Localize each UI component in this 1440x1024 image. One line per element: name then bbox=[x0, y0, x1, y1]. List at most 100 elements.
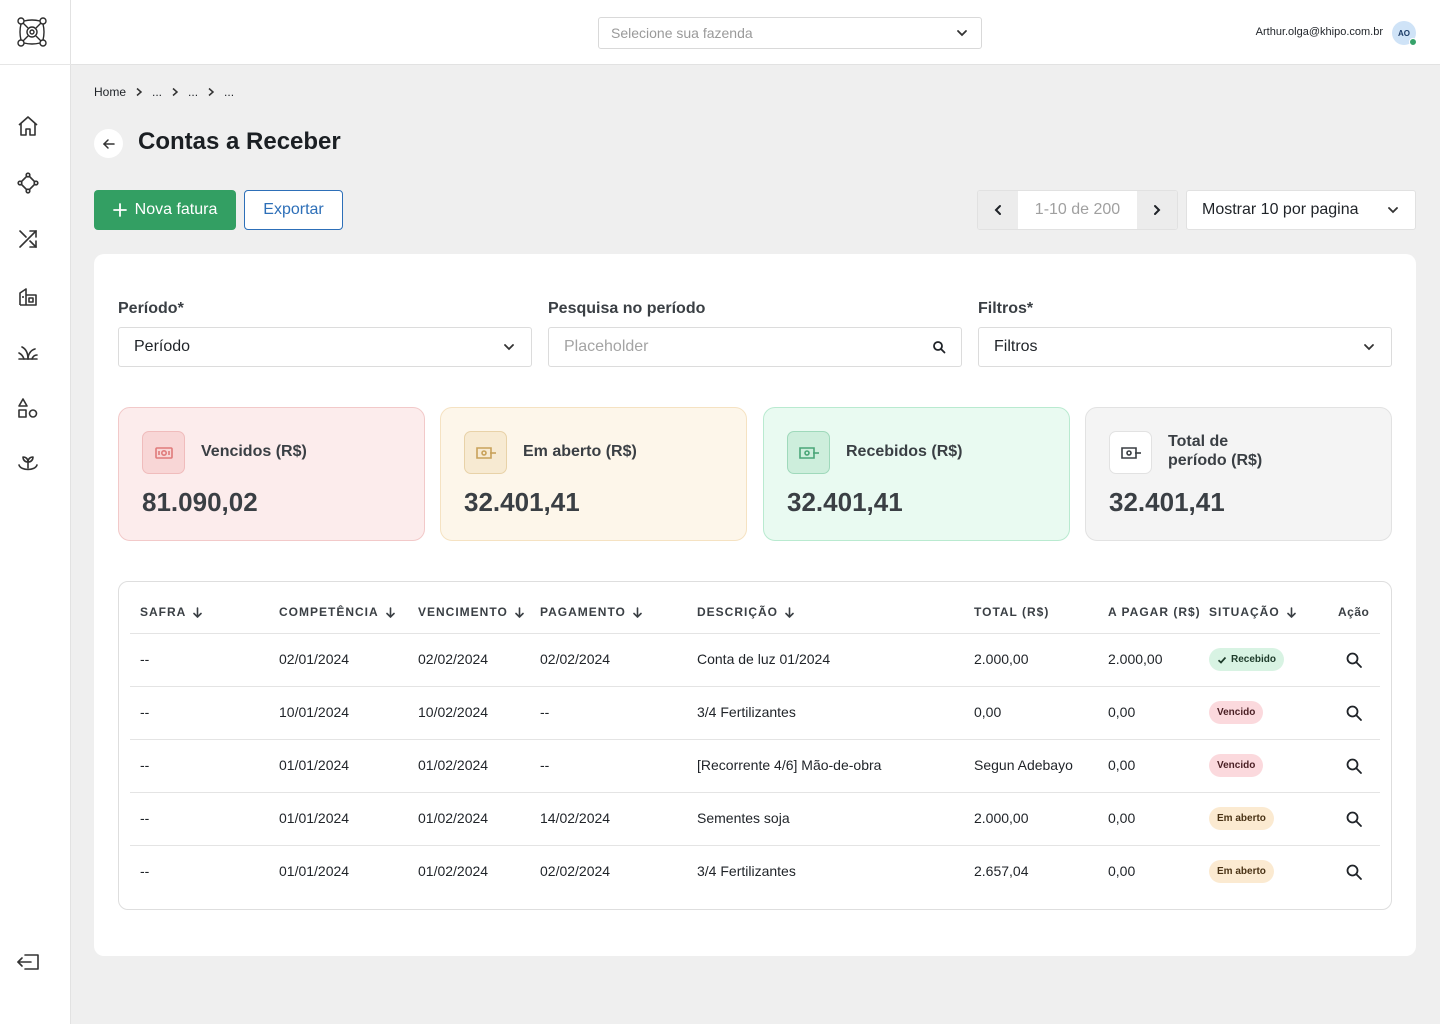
card-value: 32.401,41 bbox=[787, 487, 903, 517]
card-received: Recebidos (R$) 32.401,41 bbox=[763, 407, 1070, 541]
nav-sustainability[interactable] bbox=[14, 450, 42, 478]
arrow-left-icon bbox=[102, 138, 115, 149]
cell-safra: -- bbox=[140, 651, 150, 667]
row-divider bbox=[130, 686, 1380, 687]
cell-a-pagar: 2.000,00 bbox=[1108, 651, 1163, 667]
view-row-button[interactable] bbox=[1344, 809, 1364, 829]
cell-vencimento: 01/02/2024 bbox=[418, 810, 489, 826]
search-icon bbox=[1346, 811, 1362, 827]
cell-safra: -- bbox=[140, 810, 150, 826]
column-header-pagamento[interactable]: PAGAMENTO bbox=[540, 605, 643, 619]
column-header-situacao[interactable]: SITUAÇÃO bbox=[1209, 605, 1297, 619]
column-header-total[interactable]: TOTAL (R$) bbox=[974, 605, 1049, 619]
column-label: TOTAL (R$) bbox=[974, 605, 1050, 619]
sidebar bbox=[0, 0, 71, 1024]
view-row-button[interactable] bbox=[1344, 650, 1364, 670]
search-icon bbox=[933, 341, 946, 354]
online-status-dot bbox=[1409, 38, 1417, 46]
filters-select-value: Filtros bbox=[994, 338, 1038, 355]
cell-vencimento: 01/02/2024 bbox=[418, 863, 489, 879]
arrow-down-icon bbox=[514, 606, 524, 618]
chevron-right-icon bbox=[1154, 205, 1161, 215]
arrow-down-icon bbox=[633, 606, 642, 618]
row-divider bbox=[130, 739, 1380, 740]
breadcrumb-item[interactable]: ... bbox=[224, 85, 235, 99]
column-header-a-pagar[interactable]: A PAGAR (R$) bbox=[1108, 605, 1201, 619]
column-label: VENCIMENTO bbox=[418, 605, 508, 619]
chevron-right-icon bbox=[136, 87, 143, 97]
column-header-competencia[interactable]: COMPETÊNCIA bbox=[279, 605, 396, 619]
cell-pagamento: 14/02/2024 bbox=[540, 810, 611, 826]
shapes-icon bbox=[18, 398, 38, 418]
cell-a-pagar: 0,00 bbox=[1108, 704, 1136, 720]
view-row-button[interactable] bbox=[1344, 756, 1364, 776]
chevron-down-icon bbox=[957, 30, 967, 37]
breadcrumb-home[interactable]: Home bbox=[94, 85, 127, 99]
view-row-button[interactable] bbox=[1344, 703, 1364, 723]
breadcrumb-item[interactable]: ... bbox=[188, 85, 199, 99]
status-badge-label: Vencido bbox=[1217, 707, 1256, 718]
card-value: 32.401,41 bbox=[464, 487, 580, 517]
nav-farm[interactable] bbox=[14, 282, 42, 310]
status-badge-label: Em aberto bbox=[1217, 813, 1266, 824]
status-badge: Vencido bbox=[1209, 701, 1264, 724]
filters-label: Filtros* bbox=[978, 300, 1034, 317]
nav-inventory[interactable] bbox=[14, 394, 42, 422]
chevron-down-icon bbox=[1388, 207, 1398, 214]
card-label-line: Total de bbox=[1168, 433, 1229, 450]
app-logo[interactable] bbox=[15, 15, 49, 49]
column-header-vencimento[interactable]: VENCIMENTO bbox=[418, 605, 525, 619]
new-invoice-label: Nova fatura bbox=[134, 201, 218, 218]
cell-a-pagar: 0,00 bbox=[1108, 757, 1136, 773]
column-header-descricao[interactable]: DESCRIÇÃO bbox=[697, 605, 795, 619]
nav-network[interactable] bbox=[14, 169, 42, 197]
next-page-button[interactable] bbox=[1137, 191, 1177, 229]
cash-icon bbox=[464, 431, 507, 474]
new-invoice-button[interactable]: Nova fatura bbox=[94, 190, 236, 230]
cell-pagamento: 02/02/2024 bbox=[540, 863, 611, 879]
column-label: SITUAÇÃO bbox=[1209, 605, 1280, 619]
nav-crops[interactable] bbox=[14, 338, 42, 366]
status-badge: Recebido bbox=[1209, 648, 1285, 671]
cell-competencia: 10/01/2024 bbox=[279, 704, 350, 720]
cell-competencia: 01/01/2024 bbox=[279, 863, 350, 879]
cell-a-pagar: 0,00 bbox=[1108, 863, 1136, 879]
view-row-button[interactable] bbox=[1344, 862, 1364, 882]
cell-vencimento: 02/02/2024 bbox=[418, 651, 489, 667]
back-button[interactable] bbox=[94, 129, 123, 158]
column-label: A PAGAR (R$) bbox=[1108, 605, 1201, 619]
column-header-safra[interactable]: SAFRA bbox=[140, 605, 203, 619]
cell-total: 2.000,00 bbox=[974, 651, 1029, 667]
status-badge-label: Vencido bbox=[1217, 760, 1256, 771]
sidebar-divider bbox=[0, 64, 71, 65]
export-button[interactable]: Exportar bbox=[244, 190, 343, 230]
cell-vencimento: 10/02/2024 bbox=[418, 704, 489, 720]
chevron-down-icon bbox=[1364, 344, 1374, 351]
breadcrumb-item[interactable]: ... bbox=[152, 85, 163, 99]
nav-home[interactable] bbox=[14, 112, 42, 140]
period-select[interactable]: Período bbox=[118, 327, 532, 367]
per-page-select[interactable]: Mostrar 10 por pagina bbox=[1186, 190, 1416, 230]
avatar[interactable]: AO bbox=[1392, 21, 1417, 46]
breadcrumb: Home ... ... ... bbox=[94, 85, 234, 99]
card-value: 81.090,02 bbox=[142, 487, 258, 517]
cell-competencia: 02/01/2024 bbox=[279, 651, 350, 667]
search-input[interactable]: Placeholder bbox=[548, 327, 962, 367]
card-open: Em aberto (R$) 32.401,41 bbox=[440, 407, 747, 541]
nav-transactions[interactable] bbox=[14, 225, 42, 253]
nav-logout[interactable] bbox=[14, 948, 42, 976]
farm-select-placeholder: Selecione sua fazenda bbox=[611, 25, 753, 41]
cell-vencimento: 01/02/2024 bbox=[418, 757, 489, 773]
status-badge: Em aberto bbox=[1209, 860, 1274, 883]
column-label: DESCRIÇÃO bbox=[697, 605, 779, 619]
farm-select[interactable]: Selecione sua fazenda bbox=[598, 17, 982, 49]
cash-icon bbox=[787, 431, 830, 474]
column-label: Ação bbox=[1338, 605, 1370, 619]
export-label: Exportar bbox=[263, 201, 324, 218]
top-header: Selecione sua fazenda Arthur.olga@khipo.… bbox=[71, 0, 1440, 65]
prev-page-button[interactable] bbox=[978, 191, 1018, 229]
period-label: Período* bbox=[118, 300, 184, 317]
filters-select[interactable]: Filtros bbox=[978, 327, 1392, 367]
cell-safra: -- bbox=[140, 757, 150, 773]
check-icon bbox=[1217, 656, 1227, 664]
